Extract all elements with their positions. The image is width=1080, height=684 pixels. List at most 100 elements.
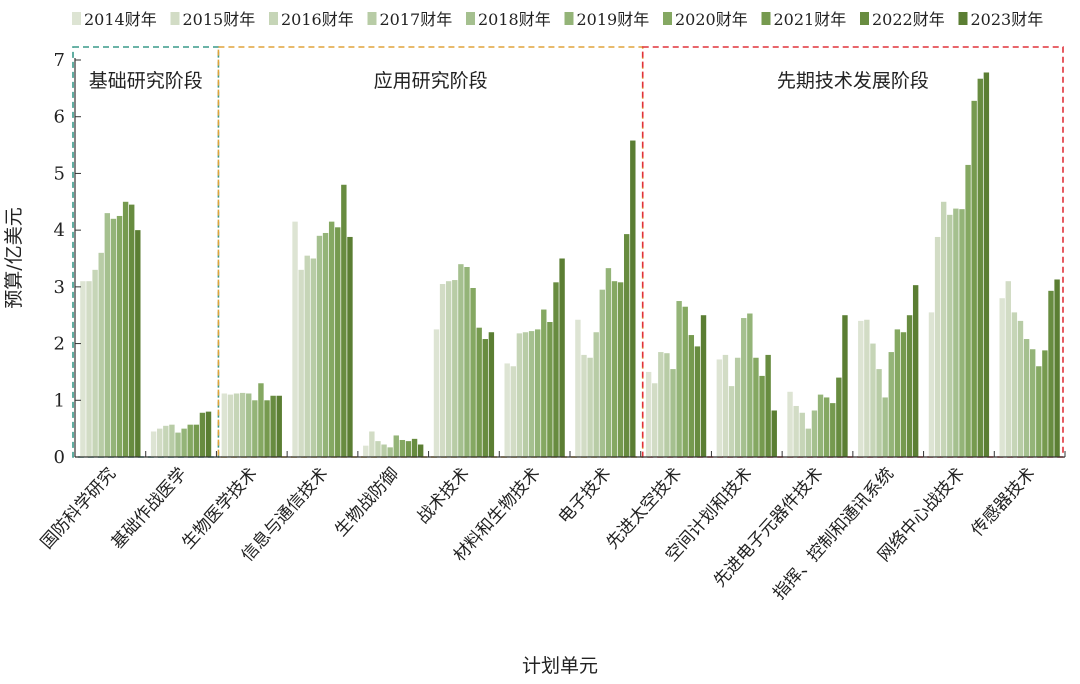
region-label-2: 先期技术发展阶段 xyxy=(777,70,929,92)
bar-9-6 xyxy=(753,357,759,457)
bar-5-0 xyxy=(433,329,440,457)
bar-5-5 xyxy=(464,267,470,457)
bar-6-7 xyxy=(547,322,553,457)
bar-7-1 xyxy=(581,354,587,457)
bar-7-0 xyxy=(575,319,581,457)
region-box-1 xyxy=(217,46,644,458)
bar-5-6 xyxy=(470,287,476,457)
bar-8-1 xyxy=(652,383,658,457)
bar-1-4 xyxy=(175,432,181,457)
bar-10-8 xyxy=(836,377,842,457)
bar-3-4 xyxy=(316,235,323,457)
bar-4-3 xyxy=(381,444,387,457)
bar-12-5 xyxy=(959,209,965,457)
bar-4-9 xyxy=(417,444,424,457)
bar-4-5 xyxy=(393,435,399,457)
bar-4-4 xyxy=(387,447,393,457)
legend-label-4: 2018财年 xyxy=(478,10,551,29)
x-axis-title: 计划单元 xyxy=(522,655,598,677)
bar-2-4 xyxy=(246,393,252,457)
legend-swatch-2 xyxy=(269,12,278,25)
y-tick-label-5: 5 xyxy=(54,163,65,184)
bar-8-4 xyxy=(670,369,676,457)
bar-11-1 xyxy=(864,319,870,457)
legend-label-2: 2016财年 xyxy=(281,10,354,29)
bar-2-8 xyxy=(270,395,276,457)
bar-5-9 xyxy=(488,332,495,457)
category-label-7: 电子技术 xyxy=(555,464,615,528)
bar-12-3 xyxy=(947,214,953,457)
bar-1-1 xyxy=(157,428,163,457)
bar-0-1 xyxy=(86,281,92,457)
bar-7-6 xyxy=(611,281,618,457)
region-label-0: 基础研究阶段 xyxy=(89,70,203,92)
bar-13-7 xyxy=(1042,350,1048,457)
bar-10-3 xyxy=(805,428,812,457)
bar-8-2 xyxy=(658,352,664,457)
legend-swatch-3 xyxy=(367,12,377,25)
bar-1-6 xyxy=(187,424,193,457)
bar-12-0 xyxy=(928,312,935,457)
bar-2-9 xyxy=(276,395,282,457)
bar-10-1 xyxy=(793,405,799,457)
legend-label-6: 2020财年 xyxy=(675,10,748,29)
y-tick-label-1: 1 xyxy=(54,390,65,411)
category-label-5: 战术技术 xyxy=(413,464,473,528)
bar-12-2 xyxy=(940,201,947,457)
bar-4-0 xyxy=(363,445,369,457)
bar-3-6 xyxy=(328,221,335,457)
legend-swatch-5 xyxy=(564,12,574,25)
legend-label-8: 2022财年 xyxy=(872,10,945,29)
bar-9-2 xyxy=(728,386,735,457)
bar-9-9 xyxy=(771,410,777,457)
y-tick-label-7: 7 xyxy=(54,50,65,71)
bar-3-1 xyxy=(298,269,304,457)
bar-2-5 xyxy=(252,400,258,457)
bar-3-9 xyxy=(347,236,353,457)
bar-2-2 xyxy=(233,393,240,457)
bar-8-5 xyxy=(676,301,682,457)
bar-6-9 xyxy=(559,258,565,457)
bar-9-0 xyxy=(716,359,723,457)
bar-4-1 xyxy=(369,431,375,457)
bar-0-6 xyxy=(116,215,123,457)
bar-12-9 xyxy=(983,72,990,457)
bar-5-1 xyxy=(439,284,446,457)
bar-3-7 xyxy=(335,227,341,457)
bar-11-5 xyxy=(888,352,894,457)
bar-5-2 xyxy=(445,281,452,457)
bar-8-9 xyxy=(700,315,707,457)
bar-10-6 xyxy=(823,397,830,457)
bar-1-2 xyxy=(163,425,169,457)
y-tick-label-3: 3 xyxy=(54,277,65,298)
bar-0-3 xyxy=(98,252,104,457)
bar-9-1 xyxy=(722,354,729,457)
bar-6-0 xyxy=(504,363,510,457)
bar-8-0 xyxy=(645,371,652,457)
category-label-11: 指挥、控制和通讯系统 xyxy=(769,464,898,604)
bar-2-6 xyxy=(258,383,264,457)
bar-0-8 xyxy=(129,204,135,457)
bar-13-8 xyxy=(1048,290,1054,457)
bar-8-6 xyxy=(682,306,688,457)
bar-0-5 xyxy=(110,218,117,457)
legend-swatch-8 xyxy=(860,12,869,25)
bar-10-7 xyxy=(830,403,836,457)
bar-12-4 xyxy=(953,208,959,457)
bar-0-4 xyxy=(104,213,111,457)
bar-6-2 xyxy=(516,333,523,457)
legend-label-1: 2015财年 xyxy=(183,10,256,29)
bar-1-8 xyxy=(199,412,206,457)
bar-13-0 xyxy=(999,298,1005,457)
legend-label-3: 2017财年 xyxy=(380,10,453,29)
bar-11-3 xyxy=(876,369,882,457)
bar-7-7 xyxy=(617,282,624,457)
bar-13-6 xyxy=(1036,366,1042,457)
bar-0-9 xyxy=(135,230,141,457)
bar-8-8 xyxy=(694,346,701,457)
legend-label-9: 2023财年 xyxy=(971,10,1044,29)
bar-3-5 xyxy=(322,232,329,457)
y-tick-label-4: 4 xyxy=(54,220,65,241)
